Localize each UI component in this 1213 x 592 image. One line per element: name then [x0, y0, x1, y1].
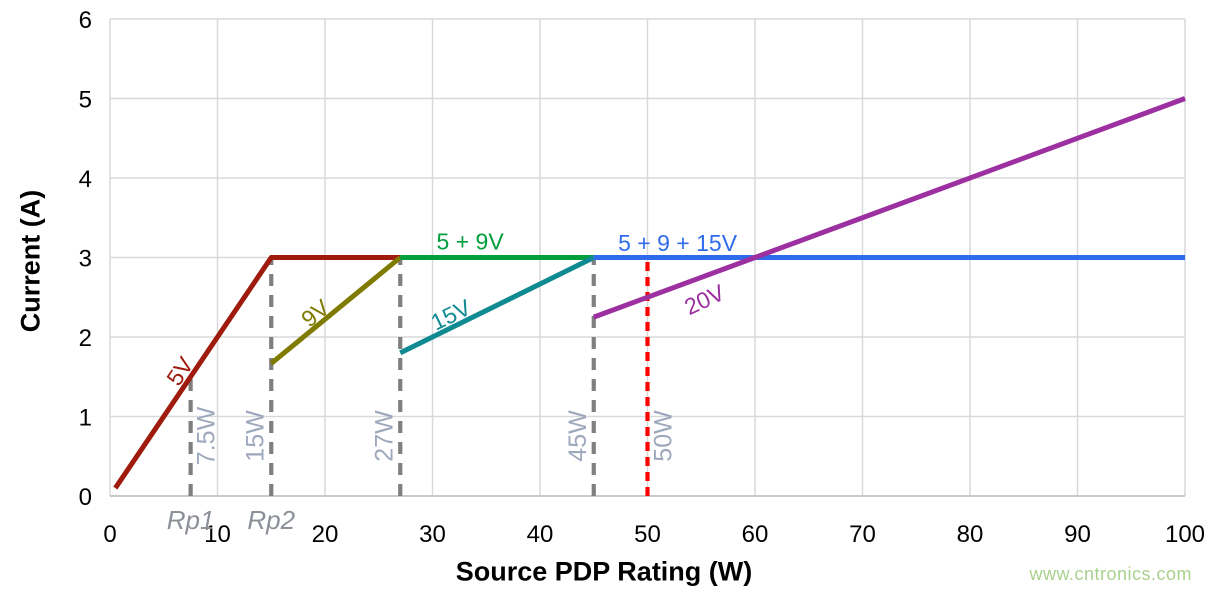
x-tick-label: 80 — [957, 521, 984, 548]
x-tick-label: 30 — [419, 521, 446, 548]
reference-label-27W: 27W — [370, 410, 398, 462]
reference-label-7.5W: 7.5W — [193, 406, 221, 465]
axis-annotation-Rp1: Rp1 — [167, 505, 215, 535]
y-tick-label: 3 — [79, 246, 92, 273]
series-line-20V — [592, 96, 1186, 320]
x-tick-label: 40 — [527, 521, 554, 548]
y-tick-label: 6 — [79, 7, 92, 34]
reference-label-45W: 45W — [564, 410, 592, 462]
x-tick-label: 70 — [849, 521, 876, 548]
series-label-5 + 9V: 5 + 9V — [437, 229, 505, 255]
x-tick-label: 90 — [1064, 521, 1091, 548]
x-tick-label: 50 — [634, 521, 661, 548]
y-tick-label: 2 — [79, 325, 92, 352]
x-tick-label: 10 — [204, 521, 231, 548]
series-label-5 + 9 + 15V: 5 + 9 + 15V — [618, 230, 738, 256]
series-line-5V — [113, 255, 401, 490]
x-tick-label: 0 — [103, 521, 116, 548]
y-tick-label: 4 — [79, 166, 92, 193]
series-label-5V: 5V — [161, 352, 199, 390]
reference-label-15W: 15W — [241, 410, 269, 462]
x-axis-title: Source PDP Rating (W) — [455, 556, 753, 587]
series-line-15V — [399, 255, 595, 356]
x-tick-label: 100 — [1165, 521, 1205, 548]
series-line-9V — [269, 255, 402, 366]
y-tick-label: 1 — [79, 405, 92, 432]
series-label-20V: 20V — [680, 279, 729, 320]
series-label-9V: 9V — [296, 294, 335, 332]
x-tick-label: 60 — [742, 521, 769, 548]
y-axis-title: Current (A) — [15, 189, 46, 333]
watermark-text: www.cntronics.com — [1029, 564, 1192, 584]
x-tick-label: 20 — [312, 521, 339, 548]
y-tick-label: 0 — [79, 484, 92, 511]
axis-annotation-Rp2: Rp2 — [247, 505, 295, 535]
reference-label-50W: 50W — [650, 410, 678, 462]
y-tick-label: 5 — [79, 87, 92, 114]
